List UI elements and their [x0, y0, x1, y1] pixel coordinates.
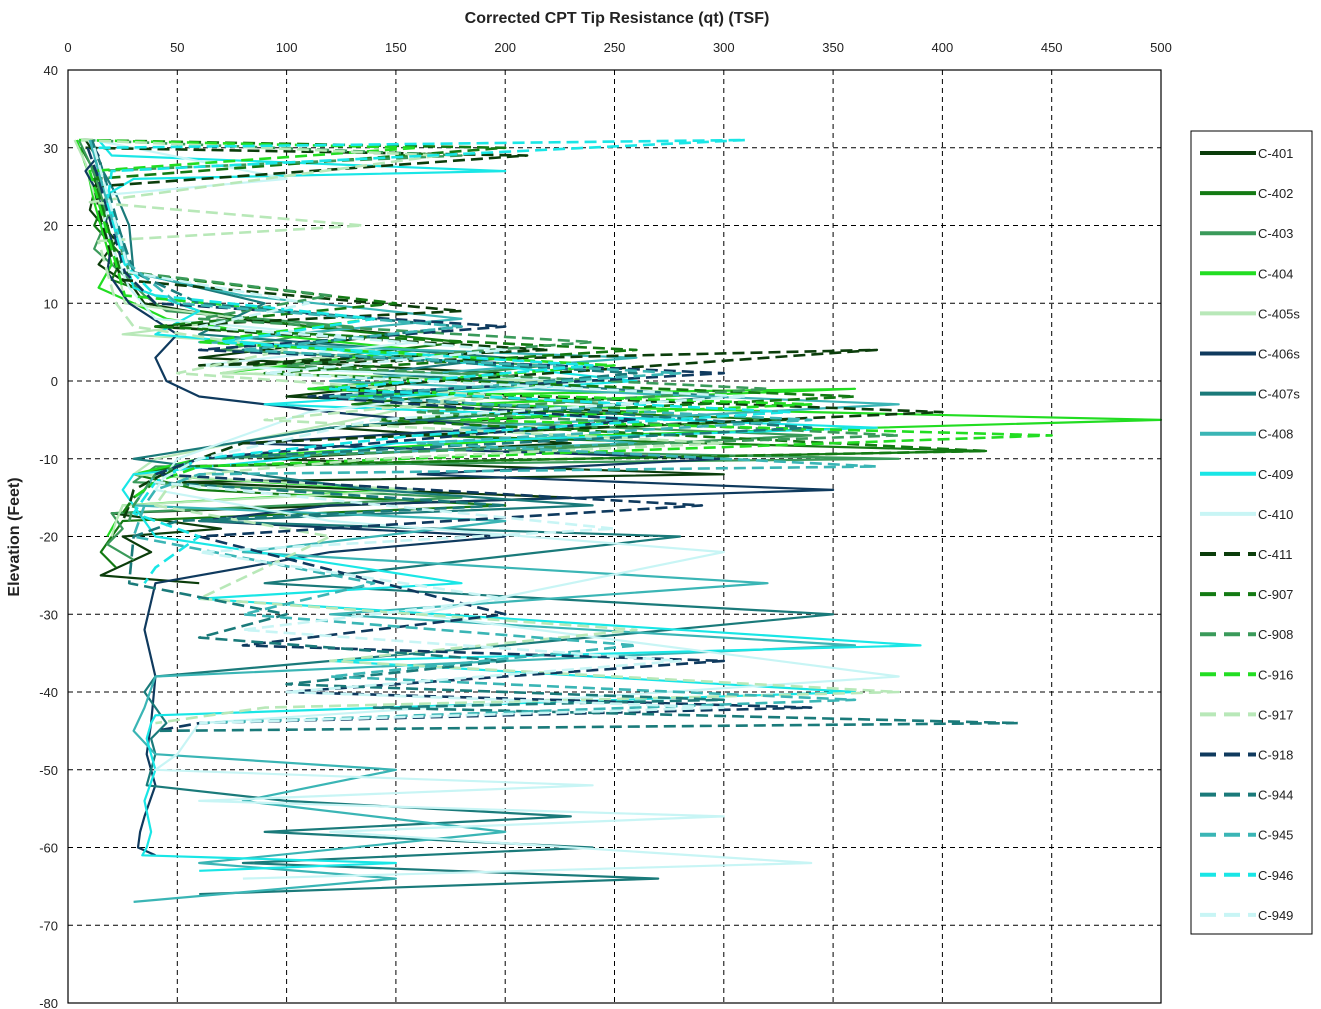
x-tick-label: 400	[932, 40, 954, 55]
legend-label: C-404	[1258, 266, 1293, 281]
x-tick-label: 300	[713, 40, 735, 55]
x-tick-label: 0	[64, 40, 71, 55]
legend-label: C-406s	[1258, 347, 1300, 362]
legend-label: C-409	[1258, 467, 1293, 482]
legend-label: C-907	[1258, 587, 1293, 602]
y-tick-label: -70	[39, 918, 58, 933]
legend-label: C-402	[1258, 186, 1293, 201]
legend-label: C-908	[1258, 627, 1293, 642]
x-tick-label: 50	[170, 40, 184, 55]
series-line-c-409	[97, 139, 922, 872]
y-tick-label: -40	[39, 685, 58, 700]
legend-label: C-949	[1258, 908, 1293, 923]
legend-label: C-405s	[1258, 306, 1300, 321]
legend: C-401 C-402 C-403 C-404 C-405s C-406s C-407s C-…	[1190, 130, 1313, 935]
x-tick-label: 500	[1150, 40, 1172, 55]
series-line-c-949	[92, 147, 747, 725]
series-line-c-918	[86, 147, 813, 733]
series-line-c-917	[81, 138, 900, 725]
legend-label: C-945	[1258, 828, 1293, 843]
y-tick-label: -50	[39, 763, 58, 778]
y-tick-label: 0	[51, 374, 58, 389]
x-tick-label: 250	[604, 40, 626, 55]
grid-lines	[68, 70, 1161, 1003]
y-tick-label: 10	[44, 296, 58, 311]
x-tick-labels: 0 50 100 150 200 250 300 350 400 450 500	[64, 40, 1171, 55]
legend-label: C-401	[1258, 146, 1293, 161]
legend-label: C-407s	[1258, 387, 1300, 402]
chart-title: Corrected CPT Tip Resistance (qt) (TSF)	[465, 10, 770, 27]
legend-label: C-411	[1258, 547, 1292, 562]
legend-label: C-917	[1258, 707, 1293, 722]
y-tick-label: 20	[44, 219, 58, 234]
legend-label: C-944	[1258, 788, 1293, 803]
legend-label: C-408	[1258, 427, 1293, 442]
y-axis-label: Elevation (Feet)	[6, 477, 23, 596]
legend-box	[1190, 130, 1313, 935]
y-tick-label: -30	[39, 607, 58, 622]
x-tick-label: 450	[1041, 40, 1063, 55]
x-tick-label: 200	[494, 40, 516, 55]
x-tick-label: 150	[385, 40, 407, 55]
y-tick-labels: 40 30 20 10 0 -10 -20 -30 -40 -50 -60 -70 -80	[39, 63, 58, 1009]
legend-label: C-918	[1258, 748, 1293, 763]
legend-label: C-403	[1258, 226, 1293, 241]
x-tick-label: 350	[822, 40, 844, 55]
series-layer	[73, 138, 1163, 903]
legend-label: C-946	[1258, 868, 1293, 883]
legend-label: C-410	[1258, 507, 1293, 522]
series-line-c-907	[81, 138, 988, 514]
plot-area-frame	[67, 69, 1162, 1004]
y-tick-label: -60	[39, 841, 58, 856]
y-tick-label: 30	[44, 141, 58, 156]
legend-label: C-916	[1258, 667, 1293, 682]
y-tick-label: -20	[39, 530, 58, 545]
y-tick-label: -80	[39, 996, 58, 1009]
series-line-c-946	[98, 138, 791, 584]
series-line-c-908	[83, 138, 900, 522]
y-tick-label: 40	[44, 63, 58, 78]
y-tick-label: -10	[39, 452, 58, 467]
x-tick-label: 100	[276, 40, 298, 55]
